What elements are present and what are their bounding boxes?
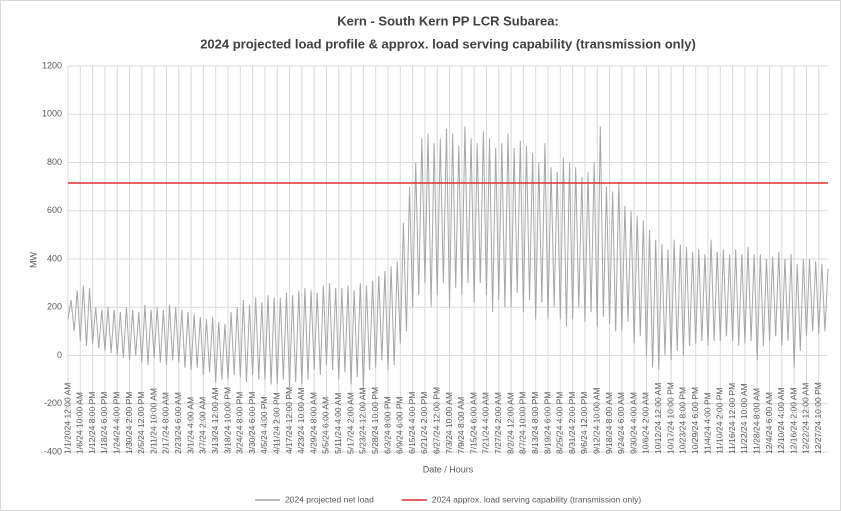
- x-tick-label: 8/31/24 2:00 PM: [567, 392, 577, 454]
- x-tick-label: 1/18/24 6:00 PM: [99, 392, 109, 454]
- x-tick-label: 2/5/24 12:00 PM: [136, 392, 146, 454]
- x-tick-label: 1/1/2024 12:00 AM: [62, 383, 72, 454]
- x-tick-label: 10/6/24 2:00 AM: [641, 392, 651, 454]
- x-tick-label: 11/16/24 12:00 PM: [727, 383, 737, 454]
- series-line: [67, 126, 829, 390]
- x-tick-label: 8/19/24 6:00 PM: [542, 392, 552, 454]
- x-tick-label: 4/17/24 12:00 PM: [284, 387, 294, 454]
- y-tick-label: 200: [47, 302, 62, 312]
- y-axis-label: MW: [28, 252, 38, 268]
- x-tick-label: 9/18/24 8:00 AM: [604, 392, 614, 454]
- x-tick-label: 10/23/24 8:00 PM: [678, 387, 688, 454]
- x-tick-label: 9/24/24 6:00 AM: [616, 392, 626, 454]
- x-tick-label: 4/23/24 10:00 AM: [296, 387, 306, 454]
- x-tick-label: 1/6/24 10:00 AM: [75, 392, 85, 454]
- y-tick-label: 1000: [42, 109, 62, 119]
- x-tick-label: 4/29/24 8:00 AM: [308, 392, 318, 454]
- y-tick-label: 600: [47, 205, 62, 215]
- x-tick-label: 3/18/24 10:00 PM: [222, 387, 232, 454]
- x-tick-label: 11/22/24 10:00 AM: [739, 383, 749, 454]
- y-tick-label: 0: [57, 350, 62, 360]
- y-tick-label: -200: [44, 398, 62, 408]
- x-tick-label: 3/30/24 6:00 PM: [247, 392, 257, 454]
- x-tick-label: 4/11/24 2:00 PM: [271, 392, 281, 454]
- legend-label: 2024 approx. load serving capability (tr…: [432, 494, 641, 504]
- x-tick-label: 1/30/24 2:00 PM: [124, 392, 134, 454]
- x-tick-label: 6/3/24 8:00 PM: [382, 396, 392, 454]
- y-tick-label: 400: [47, 253, 62, 263]
- x-tick-label: 6/9/24 6:00 PM: [395, 396, 405, 454]
- x-tick-label: 8/25/24 4:00 PM: [555, 392, 565, 454]
- x-tick-label: 2/17/24 8:00 AM: [161, 392, 171, 454]
- x-tick-label: 3/1/24 4:00 AM: [185, 397, 195, 454]
- chart-subtitle: 2024 projected load profile & approx. lo…: [200, 36, 696, 51]
- x-tick-label: 11/10/24 2:00 PM: [715, 388, 725, 454]
- x-tick-label: 10/17/24 10:00 PM: [665, 382, 675, 454]
- x-tick-label: 6/15/24 4:00 PM: [407, 392, 417, 454]
- x-tick-label: 5/28/24 10:00 PM: [370, 387, 380, 454]
- x-tick-label: 3/7/24 2:00 AM: [198, 397, 208, 454]
- x-tick-label: 11/4/24 4:00 PM: [702, 392, 712, 454]
- x-tick-label: 3/13/24 12:00 AM: [210, 387, 220, 454]
- y-tick-label: 800: [47, 157, 62, 167]
- x-tick-label: 8/13/24 8:00 PM: [530, 392, 540, 454]
- x-tick-label: 9/12/24 10:00 AM: [591, 387, 601, 454]
- x-tick-label: 5/17/24 2:00 AM: [345, 392, 355, 454]
- x-tick-label: 2/11/24 10:00 AM: [148, 388, 158, 454]
- x-tick-label: 1/24/24 4:00 PM: [111, 392, 121, 454]
- x-tick-label: 12/10/24 4:00 AM: [776, 387, 786, 454]
- x-tick-label: 6/27/24 12:00 PM: [431, 387, 441, 454]
- x-tick-label: 12/16/24 2:00 AM: [788, 387, 798, 454]
- x-tick-label: 7/21/24 4:00 AM: [481, 392, 491, 454]
- x-tick-label: 3/24/24 8:00 PM: [235, 392, 245, 454]
- x-tick-label: 12/22/24 12:00 AM: [801, 383, 811, 454]
- x-tick-label: 5/5/24 6:00 AM: [321, 397, 331, 454]
- x-tick-label: 12/27/24 10:00 PM: [813, 382, 823, 454]
- x-tick-label: 4/5/24 4:00 PM: [259, 396, 269, 454]
- x-tick-label: 6/21/24 2:00 PM: [419, 392, 429, 454]
- x-tick-label: 2/23/24 6:00 AM: [173, 392, 183, 454]
- x-tick-label: 12/4/24 6:00 AM: [764, 392, 774, 454]
- x-tick-label: 1/12/24 8:00 PM: [87, 392, 97, 454]
- x-tick-label: 10/12/24 12:00 AM: [653, 383, 663, 454]
- x-tick-label: 7/15/24 6:00 AM: [468, 392, 478, 454]
- x-tick-label: 9/30/24 4:00 AM: [628, 392, 638, 454]
- x-tick-label: 5/11/24 4:00 AM: [333, 393, 343, 454]
- x-axis-label: Date / Hours: [423, 464, 474, 474]
- x-tick-label: 5/23/24 12:00 AM: [358, 387, 368, 454]
- y-tick-label: -400: [44, 446, 62, 456]
- y-tick-label: 1200: [42, 60, 62, 70]
- x-tick-label: 8/7/24 10:00 PM: [518, 392, 528, 454]
- legend-label: 2024 projected net load: [285, 494, 374, 504]
- x-tick-label: 7/27/24 2:00 AM: [493, 392, 503, 454]
- x-tick-label: 9/6/24 12:00 PM: [579, 392, 589, 454]
- x-tick-label: 7/9/24 8:00 AM: [456, 397, 466, 454]
- chart-title: Kern - South Kern PP LCR Subarea:: [337, 13, 559, 28]
- x-tick-label: 10/29/24 6:00 PM: [690, 387, 700, 454]
- x-tick-label: 11/28/24 8:00 AM: [751, 388, 761, 454]
- x-tick-label: 8/2/24 12:00 AM: [505, 392, 515, 454]
- x-tick-label: 7/3/24 10:00 AM: [444, 392, 454, 454]
